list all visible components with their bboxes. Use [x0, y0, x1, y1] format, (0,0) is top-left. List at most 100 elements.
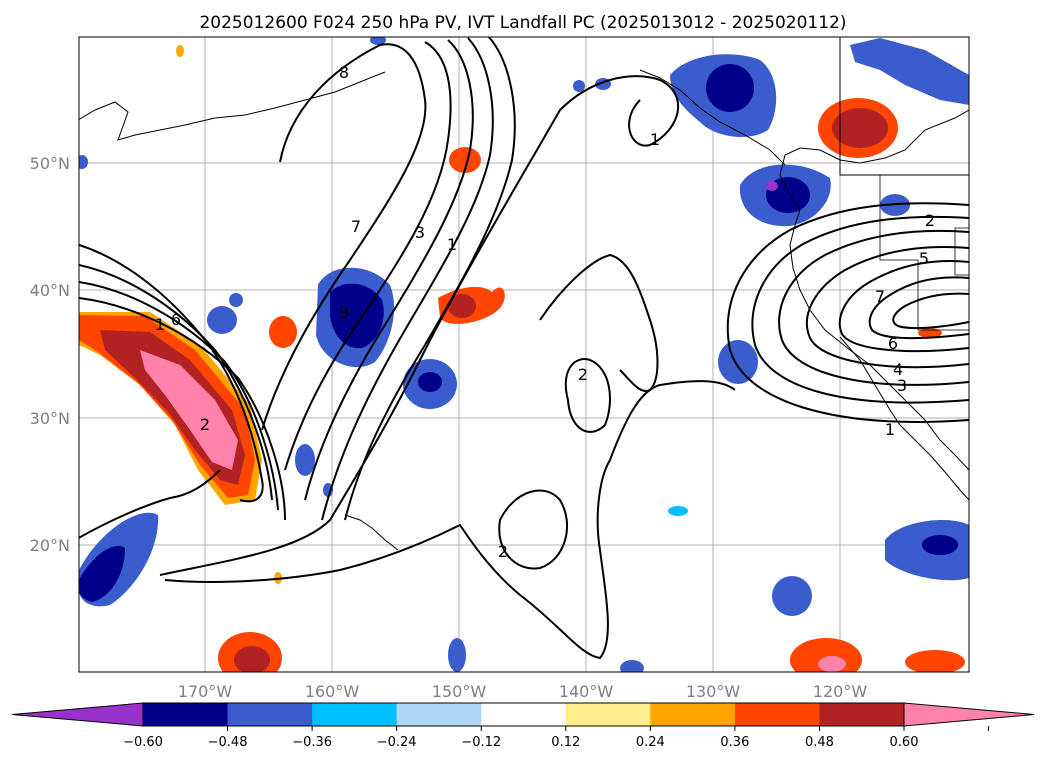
- colorbar-frame: [142, 702, 905, 727]
- contour-labels: 1 3 1 7 8 6 2 2 2 2 5 7 6 4 3 1 1 9: [155, 63, 935, 561]
- lon-label-160w: 160°W: [305, 682, 360, 701]
- pv-patch-west-peak: [140, 350, 238, 470]
- state-borders-east: [954, 227, 969, 276]
- contour-label: 2: [578, 365, 588, 384]
- colorbar: −0.60 −0.48 −0.36 −0.24 −0.12 0.12 0.24 0.36 0.4…: [11, 702, 1035, 750]
- lon-label-140w: 140°W: [559, 682, 614, 701]
- map-frame: [78, 36, 970, 673]
- lat-label-40n: 40°N: [30, 281, 70, 300]
- contour-jet-4: [805, 245, 969, 369]
- pv-patch-n-peak: [766, 181, 778, 191]
- colorbar-extend-min: [11, 702, 144, 727]
- colorbar-tick-label: −0.12: [461, 735, 501, 750]
- contour-label: 1: [885, 420, 895, 439]
- hawaii-islands: [344, 514, 399, 551]
- colorbar-segment: [143, 703, 229, 726]
- colorbar-ticks: −0.60 −0.48 −0.36 −0.24 −0.12 0.12 0.24 0.36 0.4…: [123, 726, 990, 750]
- contour-label: 5: [919, 249, 929, 268]
- colorbar-segments: [11, 702, 1035, 727]
- colorbar-tick-label: 0.12: [551, 735, 580, 750]
- pv-patch-f-core: [818, 656, 846, 672]
- contour-outer-3: [79, 469, 221, 539]
- contour-label: 9: [339, 303, 349, 322]
- contour-label: 1: [650, 130, 660, 149]
- lat-label-50n: 50°N: [30, 154, 70, 173]
- lon-label-170w: 170°W: [178, 682, 233, 701]
- latitude-labels: 50°N 40°N 30°N 20°N: [30, 154, 70, 555]
- contour-trough-2: [284, 41, 452, 471]
- contour-label: 7: [351, 217, 361, 236]
- lon-label-130w: 130°W: [686, 682, 741, 701]
- pv-patch-a: [449, 147, 481, 173]
- colorbar-segment: [396, 703, 482, 726]
- contour-east-ring-2: [498, 489, 569, 570]
- contour-trough-1: [261, 43, 427, 431]
- contour-jet-5: [838, 260, 969, 353]
- colorbar-tick-label: 0.24: [636, 735, 665, 750]
- colorbar-tick-label: 0.36: [720, 735, 749, 750]
- pv-patch-ae: [370, 37, 386, 45]
- colorbar-segment: [650, 703, 736, 726]
- lat-label-30n: 30°N: [30, 409, 70, 428]
- pv-patch-c: [269, 316, 297, 348]
- contour-west-4: [79, 297, 286, 521]
- colorbar-tick-label: −0.60: [123, 735, 163, 750]
- pv-patch-b-core: [448, 294, 476, 318]
- colorbar-tick-label: 0.48: [805, 735, 834, 750]
- contour-west-3: [79, 281, 279, 511]
- contour-east-3: [539, 253, 659, 392]
- contour-label: 3: [897, 376, 907, 395]
- map-panel: 1 3 1 7 8 6 2 2 2 2 5 7 6 4 3 1 1 9: [78, 36, 970, 673]
- colorbar-segment: [819, 703, 905, 726]
- contour-east-ring-1: [564, 358, 611, 433]
- colorbar-segment: [227, 703, 313, 726]
- ivt-contours: [79, 37, 969, 660]
- colorbar-tick-label: 0.60: [890, 735, 919, 750]
- contour-label: 6: [888, 334, 898, 353]
- lon-label-150w: 150°W: [432, 682, 487, 701]
- pv-patch-m-core: [706, 64, 754, 112]
- pv-patch-e-core: [234, 646, 270, 672]
- alaska-panhandle: [639, 69, 786, 166]
- pv-patch-h: [918, 328, 942, 338]
- contour-label: 2: [200, 415, 210, 434]
- pv-patch-k-core: [330, 283, 384, 349]
- contour-jet-1: [726, 202, 969, 423]
- pv-patch-v: [295, 444, 315, 476]
- contour-label: 6: [171, 310, 181, 329]
- state-borders: [879, 175, 969, 331]
- pv-patch-t: [207, 306, 237, 334]
- contour-label: 3: [415, 223, 425, 242]
- pv-patch-w: [448, 638, 466, 672]
- canada-us-border: [839, 37, 969, 176]
- contour-west-1: [79, 244, 264, 503]
- contour-west-2: [79, 264, 273, 501]
- pv-patch-aa: [79, 155, 88, 169]
- colorbar-segment: [565, 703, 651, 726]
- coastlines: [79, 37, 969, 551]
- baja-california: [839, 336, 969, 501]
- pv-patch-ac: [668, 506, 688, 516]
- contour-label: 1: [155, 315, 165, 334]
- pv-patch-x: [620, 660, 644, 672]
- pv-patch-g: [905, 650, 965, 672]
- pv-patch-r: [718, 340, 758, 384]
- contour-label: 2: [498, 542, 508, 561]
- pv-patch-p-core: [922, 535, 958, 555]
- lat-label-20n: 20°N: [30, 536, 70, 555]
- longitude-labels: 170°W 160°W 150°W 140°W 130°W 120°W: [178, 682, 868, 701]
- contour-outer-2: [164, 380, 736, 660]
- colorbar-extend-max: [903, 702, 1035, 727]
- contour-outer-1: [159, 75, 679, 576]
- pv-negative-patches: [79, 37, 969, 672]
- pv-patch-z: [573, 80, 585, 92]
- pv-patch-o-core: [79, 545, 125, 602]
- colorbar-tick-label: −0.24: [377, 735, 417, 750]
- contour-jet-7: [892, 292, 969, 330]
- pv-patch-l-core: [418, 372, 442, 392]
- pv-patch-i: [176, 45, 184, 57]
- contour-trough-4: [321, 37, 494, 521]
- pv-patch-d-core: [832, 108, 888, 148]
- contour-jet-6: [868, 276, 969, 340]
